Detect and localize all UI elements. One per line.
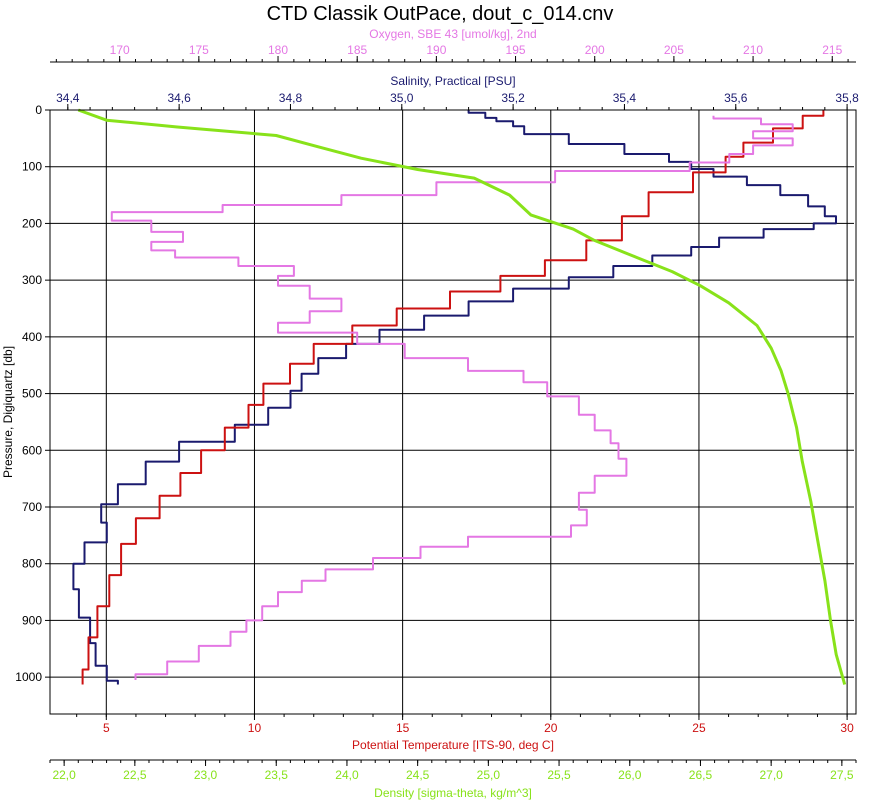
temperature-tick-label: 15	[396, 721, 410, 735]
oxygen-tick-label: 205	[664, 43, 684, 57]
y-tick-label: 900	[22, 613, 42, 627]
density-profile-line	[77, 108, 847, 685]
oxygen-tick-label: 170	[110, 43, 130, 57]
density-tick-label: 22,5	[123, 768, 147, 782]
temperature-profile-line	[81, 110, 825, 685]
density-tick-label: 25,0	[477, 768, 501, 782]
salinity-tick-label: 34,6	[167, 91, 191, 105]
temperature-tick-label: 25	[692, 721, 706, 735]
series-group	[72, 108, 847, 685]
density-tick-label: 26,0	[618, 768, 642, 782]
temperature-axis-title: Potential Temperature [ITS-90, deg C]	[352, 738, 554, 752]
chart-title: CTD Classik OutPace, dout_c_014.cnv	[267, 3, 614, 25]
y-tick-label: 500	[22, 387, 42, 401]
density-tick-label: 25,5	[547, 768, 571, 782]
oxygen-tick-label: 190	[426, 43, 446, 57]
y-axis-title: Pressure, Digiquartz [db]	[1, 346, 15, 478]
grid	[50, 109, 854, 714]
density-tick-label: 24,0	[335, 768, 359, 782]
density-tick-label: 23,5	[265, 768, 289, 782]
oxygen-tick-label: 215	[822, 43, 842, 57]
salinity-tick-label: 34,4	[56, 91, 80, 105]
salinity-tick-label: 35,8	[835, 91, 859, 105]
y-tick-label: 1000	[15, 670, 42, 684]
y-tick-label: 800	[22, 557, 42, 571]
salinity-profile-line	[72, 110, 837, 685]
salinity-axis-title: Salinity, Practical [PSU]	[390, 74, 515, 88]
y-tick-label: 600	[22, 443, 42, 457]
plot-frame	[49, 109, 857, 715]
y-tick-label: 100	[22, 160, 42, 174]
salinity-tick-label: 35,4	[613, 91, 637, 105]
oxygen-tick-label: 180	[268, 43, 288, 57]
temperature-tick-label: 30	[840, 721, 854, 735]
density-tick-label: 26,5	[689, 768, 713, 782]
y-tick-label: 700	[22, 500, 42, 514]
oxygen-tick-label: 210	[743, 43, 763, 57]
salinity-tick-label: 34,8	[279, 91, 303, 105]
y-tick-label: 0	[35, 103, 42, 117]
density-tick-label: 23,0	[194, 768, 218, 782]
axes: 0 100 200 300 400 500 600 700 800 900 1000 Pressure…	[1, 27, 859, 800]
salinity-tick-label: 35,6	[724, 91, 748, 105]
oxygen-profile-line	[110, 115, 794, 680]
temperature-tick-label: 20	[544, 721, 558, 735]
density-tick-label: 24,5	[406, 768, 430, 782]
temperature-tick-label: 5	[103, 721, 110, 735]
density-tick-label: 22,0	[52, 768, 76, 782]
salinity-tick-label: 35,2	[501, 91, 525, 105]
density-tick-label: 27,0	[759, 768, 783, 782]
y-tick-label: 300	[22, 273, 42, 287]
salinity-tick-label: 35,0	[390, 91, 414, 105]
temperature-tick-label: 10	[248, 721, 262, 735]
oxygen-tick-label: 175	[189, 43, 209, 57]
oxygen-axis-title: Oxygen, SBE 43 [umol/kg], 2nd	[369, 27, 536, 41]
density-axis-title: Density [sigma-theta, kg/m^3]	[374, 786, 532, 800]
oxygen-tick-label: 185	[347, 43, 367, 57]
density-tick-label: 27,5	[830, 768, 854, 782]
oxygen-tick-label: 200	[585, 43, 605, 57]
y-tick-label: 200	[22, 216, 42, 230]
y-tick-label: 400	[22, 330, 42, 344]
oxygen-tick-label: 195	[506, 43, 526, 57]
